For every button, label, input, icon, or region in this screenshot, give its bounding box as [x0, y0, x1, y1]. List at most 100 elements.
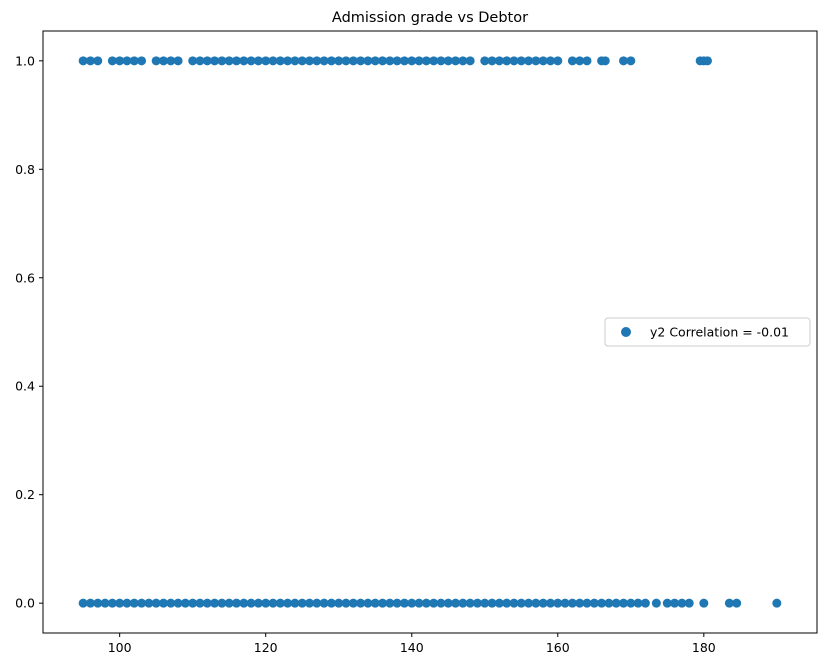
data-point	[567, 598, 577, 608]
data-point	[560, 598, 570, 608]
data-point	[443, 56, 453, 66]
data-point	[392, 56, 402, 66]
data-point	[545, 56, 555, 66]
data-point	[699, 598, 709, 608]
data-point	[414, 598, 424, 608]
data-point	[472, 598, 482, 608]
data-point	[487, 56, 497, 66]
data-point	[407, 598, 417, 608]
data-point	[494, 598, 504, 608]
data-point	[458, 598, 468, 608]
data-point	[429, 598, 439, 608]
data-point	[600, 56, 610, 66]
data-point	[297, 598, 307, 608]
legend-label: y2 Correlation = -0.01	[650, 325, 789, 340]
data-point	[151, 598, 161, 608]
x-axis: 100 120 140 160 180	[108, 633, 716, 655]
data-point	[575, 598, 585, 608]
data-point	[85, 56, 95, 66]
data-point	[370, 56, 380, 66]
data-point	[180, 598, 190, 608]
data-point	[144, 598, 154, 608]
data-point	[494, 56, 504, 66]
data-point	[670, 598, 680, 608]
data-point	[516, 56, 526, 66]
data-point	[129, 56, 139, 66]
data-point	[348, 56, 358, 66]
data-point	[78, 56, 88, 66]
data-point	[538, 56, 548, 66]
x-tick-label: 120	[254, 640, 278, 655]
data-point	[509, 598, 519, 608]
data-point	[129, 598, 139, 608]
data-point	[545, 598, 555, 608]
data-point	[85, 598, 95, 608]
data-point	[465, 56, 475, 66]
data-point	[589, 598, 599, 608]
data-point	[137, 598, 147, 608]
x-tick-label: 180	[692, 640, 716, 655]
data-point	[575, 56, 585, 66]
data-point	[702, 56, 712, 66]
data-point	[268, 598, 278, 608]
data-point	[531, 598, 541, 608]
data-point	[451, 598, 461, 608]
data-point	[166, 56, 176, 66]
y-tick-label: 1.0	[15, 53, 35, 68]
data-point	[385, 56, 395, 66]
data-point	[619, 598, 628, 608]
x-tick-label: 140	[400, 640, 424, 655]
data-point	[319, 56, 329, 66]
data-point	[341, 56, 351, 66]
data-point	[107, 598, 117, 608]
data-point	[217, 598, 227, 608]
data-point	[195, 56, 205, 66]
data-point	[487, 598, 497, 608]
data-point	[210, 598, 220, 608]
y-tick-label: 0.6	[15, 270, 35, 285]
data-point	[443, 598, 453, 608]
data-point	[538, 598, 548, 608]
data-point	[436, 598, 446, 608]
data-point	[363, 598, 373, 608]
data-point	[356, 598, 366, 608]
legend: y2 Correlation = -0.01	[604, 317, 811, 347]
data-point	[582, 56, 592, 66]
data-point	[684, 598, 694, 608]
data-point	[502, 598, 512, 608]
data-point	[611, 598, 621, 608]
y-tick-label: 0.4	[15, 379, 35, 394]
data-point	[195, 598, 205, 608]
data-point	[326, 598, 336, 608]
data-point	[640, 598, 650, 608]
data-point	[480, 56, 490, 66]
data-point	[392, 598, 402, 608]
data-point	[268, 56, 278, 66]
data-point	[732, 598, 742, 608]
data-point	[334, 56, 344, 66]
data-point	[385, 598, 395, 608]
data-point	[253, 598, 263, 608]
data-point	[224, 56, 234, 66]
data-point	[173, 56, 183, 66]
data-point	[407, 56, 417, 66]
data-point	[137, 56, 147, 66]
legend-frame	[604, 317, 811, 347]
data-point	[115, 56, 125, 66]
data-point	[363, 56, 373, 66]
data-point	[210, 56, 220, 66]
data-point	[275, 598, 285, 608]
data-point	[651, 598, 661, 608]
data-point	[531, 56, 541, 66]
data-point	[326, 56, 336, 66]
data-point	[312, 598, 322, 608]
data-point	[261, 598, 271, 608]
data-point	[414, 56, 424, 66]
data-point	[100, 598, 110, 608]
data-point	[341, 598, 351, 608]
data-point	[78, 598, 88, 608]
data-point	[166, 598, 176, 608]
data-point	[604, 598, 614, 608]
data-point	[451, 56, 461, 66]
